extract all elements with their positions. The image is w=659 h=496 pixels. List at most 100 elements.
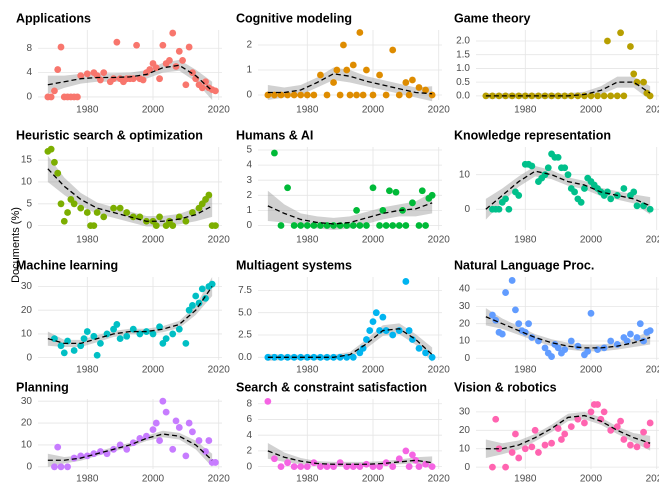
x-tick-label: 1980 (76, 235, 99, 246)
data-point (133, 41, 140, 49)
data-point (617, 29, 624, 37)
data-point (600, 92, 608, 100)
data-point (83, 452, 91, 460)
data-point (395, 91, 403, 99)
data-point (185, 306, 193, 314)
data-point (544, 164, 552, 172)
data-point (640, 337, 647, 345)
x-tick-label: 1980 (296, 235, 319, 246)
y-tick-label: 7.5 (238, 285, 252, 296)
y-tick-label: 6 (246, 414, 252, 425)
data-point (541, 441, 549, 449)
trend-line (485, 414, 651, 450)
data-point (359, 91, 367, 99)
data-point (136, 330, 144, 338)
data-point (77, 72, 85, 80)
x-tick-label: 2020 (646, 235, 659, 246)
data-point (57, 463, 65, 471)
y-tick-label: 8 (246, 398, 252, 409)
data-point (156, 75, 163, 83)
data-point (284, 184, 291, 192)
data-point (386, 187, 393, 195)
trend-line (47, 286, 213, 345)
data-point (110, 204, 117, 212)
y-tick-label: 30 (21, 281, 33, 292)
data-point (594, 92, 601, 100)
data-point (156, 437, 163, 444)
data-point (277, 91, 285, 99)
data-point (336, 91, 344, 99)
data-point (51, 87, 58, 95)
data-point (379, 313, 387, 321)
data-point (57, 200, 65, 208)
facet-panel: Game theory 0.0 0.5 1.0 1.5 2.0 1980 2000 2020 (454, 11, 659, 116)
data-point (389, 331, 397, 339)
y-tick-label: 1 (246, 65, 252, 76)
confidence-band (485, 166, 651, 220)
data-point (646, 327, 654, 335)
data-point (64, 209, 71, 216)
data-point (623, 337, 631, 345)
data-point (277, 463, 285, 471)
data-point (77, 342, 85, 350)
data-point (103, 330, 111, 338)
data-point (169, 330, 177, 338)
data-point (607, 92, 615, 100)
data-point (169, 222, 177, 230)
y-tick-label: 5.0 (238, 307, 252, 318)
data-point (428, 353, 436, 361)
facet-panel: Cognitive modeling 0 1 2 1980 2000 2020 (236, 11, 450, 115)
data-point (333, 66, 341, 74)
data-point (531, 426, 539, 434)
trend-line (485, 170, 651, 210)
data-point (502, 195, 509, 203)
data-point (57, 43, 65, 51)
data-point (212, 87, 219, 95)
y-tick-label: 0 (246, 220, 252, 231)
x-tick-label: 1980 (76, 105, 99, 116)
data-point (129, 213, 137, 221)
data-point (139, 76, 147, 84)
x-tick-label: 2000 (142, 474, 165, 485)
facet-panel: Knowledge representation 0 10 1980 2000 2020 (454, 128, 659, 246)
y-tick-label: 0.0 (238, 352, 252, 363)
data-point (70, 347, 78, 354)
y-tick-label: 30 (459, 407, 471, 418)
data-point (90, 222, 98, 230)
data-point (548, 353, 555, 360)
x-tick-label: 2000 (580, 235, 603, 246)
data-point (541, 171, 549, 179)
data-point (169, 445, 177, 453)
data-point (77, 204, 85, 212)
data-point (376, 222, 383, 229)
data-point (630, 188, 638, 196)
data-point (409, 451, 416, 459)
data-point (353, 206, 360, 214)
panel-title: Applications (16, 11, 91, 25)
data-point (558, 436, 565, 443)
panel-title: Natural Language Proc. (454, 258, 594, 272)
data-point (271, 455, 278, 463)
data-point (415, 463, 423, 471)
y-tick-label: 5 (26, 198, 32, 209)
data-point (159, 397, 167, 405)
data-point (353, 91, 360, 99)
data-point (422, 222, 429, 229)
data-point (271, 91, 278, 99)
data-point (205, 191, 213, 199)
y-tick-label: 2 (246, 446, 252, 457)
data-point (182, 340, 190, 347)
data-point (195, 299, 203, 307)
facet-panel: Humans & AI 0 1 2 3 4 5 1980 2000 2020 (236, 128, 450, 245)
data-point (505, 205, 513, 213)
data-point (189, 209, 196, 216)
data-point (561, 164, 569, 172)
data-point (349, 61, 357, 69)
trend-line (267, 328, 433, 358)
y-tick-label: 10 (459, 336, 471, 347)
data-point (185, 43, 193, 51)
data-point (369, 463, 377, 471)
facet-panel: Machine learning 0 10 20 30 1980 2000 2020 (16, 258, 230, 375)
data-point (330, 463, 337, 471)
data-point (535, 449, 542, 456)
